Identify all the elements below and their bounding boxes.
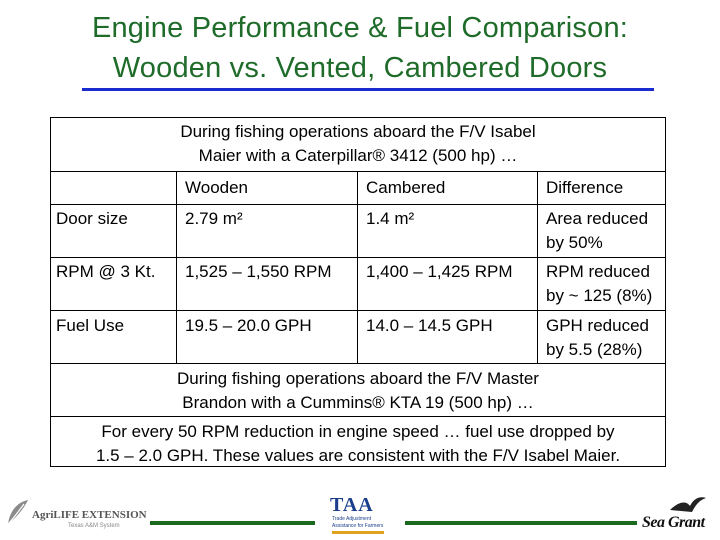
intro-line-2: Maier with a Caterpillar® 3412 (500 hp) … [198, 146, 518, 165]
footer-green-line-left [150, 521, 315, 525]
diff-line-2: by 50% [546, 233, 603, 252]
agrilife-leaf-icon [7, 500, 28, 525]
summary-text: For every 50 RPM reduction in engine spe… [50, 420, 666, 468]
row-label-door-size: Door size [56, 209, 128, 228]
col-line-1 [176, 171, 177, 363]
diff-line-2: by 5.5 (28%) [546, 340, 643, 359]
cell-door-size-wooden: 2.79 m² [185, 209, 243, 228]
row-line-rpm [50, 310, 666, 311]
table-border-bottom [50, 466, 666, 467]
cell-rpm-difference: RPM reduced by ~ 125 (8%) [546, 260, 652, 308]
header-difference: Difference [546, 178, 624, 197]
row-line-second-intro [50, 416, 666, 417]
header-wooden: Wooden [185, 178, 249, 197]
cell-rpm-cambered: 1,400 – 1,425 RPM [366, 262, 513, 281]
table-border-top [50, 117, 666, 118]
cell-door-size-difference: Area reduced by 50% [546, 207, 648, 255]
row-line-doorsize [50, 257, 666, 258]
cell-fuel-difference: GPH reduced by 5.5 (28%) [546, 314, 649, 362]
cell-fuel-cambered: 14.0 – 14.5 GPH [366, 316, 493, 335]
second-intro-text: During fishing operations aboard the F/V… [50, 367, 666, 415]
agrilife-logo: AgriLIFE EXTENSION Texas A&M System [4, 496, 147, 536]
taa-logo: TAA Trade Adjustment Assistance for Farm… [320, 494, 400, 540]
table-border-left [50, 117, 51, 467]
diff-line-1: GPH reduced [546, 316, 649, 335]
header-cambered: Cambered [366, 178, 446, 197]
agrilife-text: AgriLIFE EXTENSION [32, 509, 147, 521]
intro-line-1: During fishing operations aboard the F/V… [180, 122, 536, 141]
second-intro-line-2: Brandon with a Cummins® KTA 19 (500 hp) … [182, 393, 534, 412]
taa-subtext-2: Assistance for Farmers [332, 523, 384, 529]
diff-line-2: by ~ 125 (8%) [546, 286, 653, 305]
title-line-1: Engine Performance & Fuel Comparison: [91, 12, 629, 44]
diff-line-1: RPM reduced [546, 262, 650, 281]
sea-grant-text: Sea Grant [642, 514, 705, 531]
row-label-fuel-use: Fuel Use [56, 316, 125, 335]
taa-bar [332, 531, 384, 534]
bird-icon [670, 497, 706, 512]
row-line-intro [50, 171, 666, 172]
slide-title: Engine Performance & Fuel Comparison: Wo… [0, 8, 720, 88]
row-line-header [50, 204, 666, 205]
cell-rpm-wooden: 1,525 – 1,550 RPM [185, 262, 332, 281]
row-line-fuel [50, 363, 666, 364]
sea-grant-logo: Sea Grant [642, 494, 718, 538]
summary-line-1: For every 50 RPM reduction in engine spe… [101, 422, 615, 441]
second-intro-line-1: During fishing operations aboard the F/V… [177, 369, 539, 388]
col-line-3 [537, 171, 538, 363]
intro-text: During fishing operations aboard the F/V… [50, 120, 666, 168]
comparison-table: During fishing operations aboard the F/V… [50, 117, 666, 467]
cell-fuel-wooden: 19.5 – 20.0 GPH [185, 316, 312, 335]
agrilife-subtext: Texas A&M System [68, 523, 120, 529]
footer-green-line-right [405, 521, 637, 525]
row-label-rpm: RPM @ 3 Kt. [56, 262, 156, 281]
diff-line-1: Area reduced [546, 209, 649, 228]
taa-subtext-1: Trade Adjustment [332, 516, 372, 522]
title-line-2: Wooden vs. Vented, Cambered Doors [112, 52, 608, 84]
taa-text: TAA [330, 494, 374, 516]
summary-line-2: 1.5 – 2.0 GPH. These values are consiste… [95, 446, 621, 465]
col-line-2 [357, 171, 358, 363]
table-border-right [665, 117, 666, 467]
title-underline [82, 88, 654, 91]
cell-door-size-cambered: 1.4 m² [366, 209, 415, 228]
